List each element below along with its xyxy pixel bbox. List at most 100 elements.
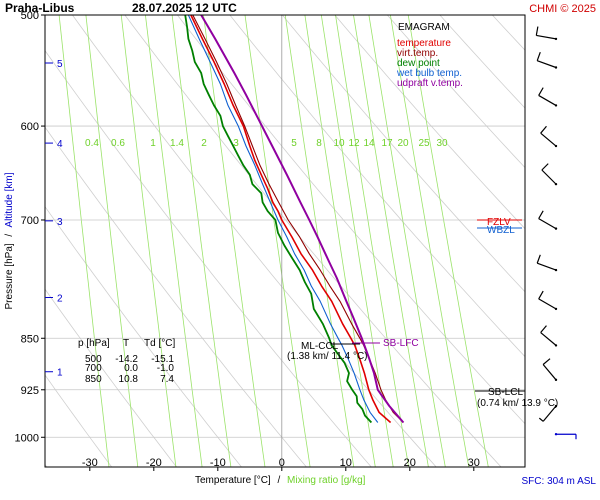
dry-adiabat-line <box>71 15 437 467</box>
wind-barb-flag <box>542 358 551 365</box>
legend-item-virtual-temp: virt.temp. <box>397 48 438 59</box>
mixing-ratio-label: 0.6 <box>111 138 125 149</box>
pressure-tick-labels: 500 600 700 850 925 1000 <box>15 10 45 444</box>
wind-barb-staff <box>540 332 557 346</box>
mixing-ratio-label: 5 <box>291 138 297 149</box>
wind-barb-staff <box>542 364 557 381</box>
wind-barb-staff <box>542 405 557 422</box>
copyright: CHMI © 2025 <box>529 3 596 15</box>
mixing-ratio-line <box>335 15 410 467</box>
mixing-ratio-lines <box>58 15 489 467</box>
pressure-tick-label: 700 <box>21 215 39 227</box>
dry-adiabat-line <box>45 288 177 467</box>
ml-ccl-detail: (1.38 km/ 11.4 °C) <box>287 351 368 362</box>
mixing-ratio-label: 8 <box>316 138 322 149</box>
wind-barb-base <box>554 227 558 230</box>
x-axis-title: Temperature [°C] / Mixing ratio [g/kg] <box>195 475 366 486</box>
altitude-tick-label: 2 <box>57 294 63 305</box>
mixing-ratio-label: 17 <box>381 138 393 149</box>
dry-adiabat-line <box>45 463 48 467</box>
wind-barb-flag <box>538 290 544 300</box>
wind-barb-base <box>554 404 558 408</box>
y-axis-label-separator: / <box>4 234 15 237</box>
summary-table: p [hPa] T Td [°C] 500 -14.2 -15.1 700 0.… <box>78 338 175 385</box>
temperature-tick-label: 0 <box>279 457 285 469</box>
mixing-ratio-line <box>353 15 429 467</box>
sounding-datetime: 28.07.2025 12 UTC <box>132 1 237 15</box>
wind-barb-base <box>554 378 558 382</box>
x-axis-label-separator: / <box>277 475 280 486</box>
table-cell: -1.0 <box>157 363 175 374</box>
wind-barb-base <box>554 104 558 107</box>
mixing-ratio-label: 2 <box>201 138 207 149</box>
wind-barb-staff <box>537 262 557 271</box>
dry-adiabat-line <box>334 15 525 230</box>
mixing-ratio-line <box>320 15 394 467</box>
table-cell: 7.4 <box>160 374 174 385</box>
pressure-tick-label: 600 <box>21 121 39 133</box>
mixing-ratio-line <box>390 15 470 467</box>
mixing-ratio-line <box>85 15 139 467</box>
y-axis-label-altitude: Altitude [km] <box>4 172 15 227</box>
wind-barb-flag <box>540 325 547 333</box>
table-cell: 0.0 <box>124 363 138 374</box>
table-header-td: Td [°C] <box>144 338 175 349</box>
mixing-ratio-label: 20 <box>397 138 409 149</box>
wind-barb-base <box>554 344 558 347</box>
wind-barb-base <box>554 268 558 272</box>
x-axis-label-temp: Temperature [°C] <box>195 475 271 486</box>
wind-barb-flag <box>536 254 541 264</box>
dry-adiabat-line <box>45 126 307 467</box>
series-line-udpraft-v-temp- <box>200 15 405 424</box>
ml-ccl-label: ML-CCL <box>301 341 339 352</box>
mixing-ratio-line <box>145 15 203 467</box>
wbzl-label: WBZL <box>487 225 515 236</box>
x-axis-label-mixing: Mixing ratio [g/kg] <box>287 475 366 486</box>
wind-barb-staff <box>541 169 557 185</box>
fzlv-label: FZLV <box>487 217 511 228</box>
altitude-tick-label: 5 <box>57 59 63 70</box>
temperature-tick-label: -10 <box>210 457 226 469</box>
table-cell: 700 <box>85 363 102 374</box>
legend-item-updraft-vtemp: udpraft v.temp. <box>397 78 463 89</box>
wind-barb-base <box>554 433 558 436</box>
wind-barb-flag <box>536 51 541 61</box>
wind-barbs <box>535 26 577 440</box>
dry-adiabat-line <box>591 9 600 467</box>
altitude-tick-labels: 1 2 3 4 5 <box>45 59 63 379</box>
altitude-tick-label: 3 <box>57 217 63 228</box>
wind-barb-staff <box>538 94 557 106</box>
level-annotations: FZLV WBZL SB-LFC ML-CCL (1.38 km/ 11.4 °… <box>287 217 558 409</box>
svg-text:Pressure [hPa] / A: Pressure [hPa] / Altitude [km] <box>4 172 15 309</box>
temperature-tick-label: 20 <box>404 457 416 469</box>
mixing-ratio-label: 25 <box>418 138 430 149</box>
mixing-ratio-line <box>368 15 446 467</box>
altitude-tick-label: 4 <box>57 139 63 150</box>
mixing-ratio-label: 10 <box>333 138 345 149</box>
wind-barb-flag <box>535 26 539 36</box>
sb-lcl-label: SB-LCL <box>488 387 523 398</box>
series-line-dew-point <box>184 15 373 424</box>
wind-barb-flag <box>538 210 544 219</box>
dry-adiabat-line <box>45 374 113 467</box>
wind-barb-base <box>554 144 558 148</box>
legend-item-temperature: temperature <box>397 38 451 49</box>
table-cell: -14.2 <box>115 354 138 365</box>
y-axis-label-pressure: Pressure [hPa] <box>4 243 15 309</box>
mixing-ratio-label: 12 <box>348 138 360 149</box>
mixing-ratio-line <box>407 15 489 467</box>
mixing-ratio-label: 0.4 <box>85 138 99 149</box>
table-cell: -15.1 <box>151 354 174 365</box>
dry-adiabat-line <box>281 15 525 293</box>
wind-barb-base <box>554 307 558 311</box>
pressure-tick-label: 925 <box>21 385 39 397</box>
sb-lfc-label: SB-LFC <box>383 338 419 349</box>
mixing-ratio-label: 3 <box>233 138 239 149</box>
mixing-ratio-label: 1.4 <box>170 138 184 149</box>
mixing-ratio-labels: 0.4 0.6 1 1.4 2 3 5 8 10 12 14 17 20 25 30 <box>85 138 448 149</box>
station-name: Praha-Libus <box>5 1 75 15</box>
dry-adiabat-line <box>45 205 242 467</box>
wind-barb-staff <box>536 34 557 40</box>
series-line-wet-bulb-temp- <box>187 15 379 423</box>
y-axis-title: Pressure [hPa] / Altitude [km] <box>4 172 15 309</box>
